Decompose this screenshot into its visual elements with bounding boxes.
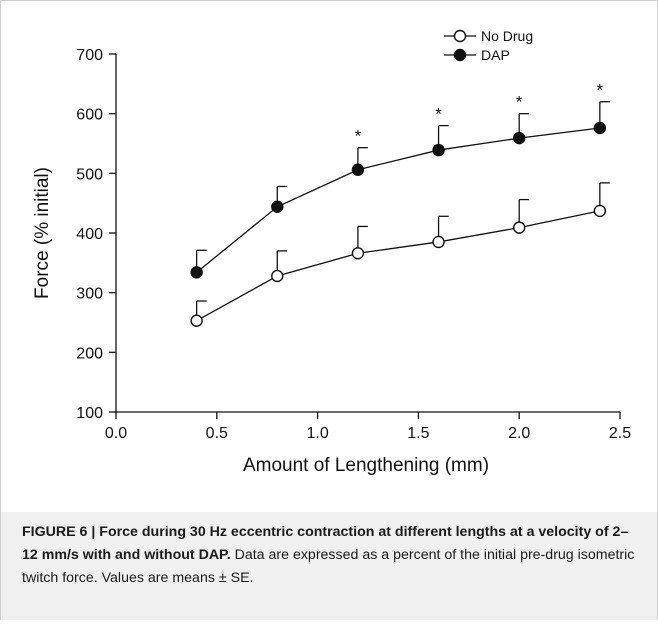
- y-axis-title: Force (% initial): [32, 167, 53, 299]
- x-tick-label: 1.0: [306, 425, 328, 442]
- significance-star: *: [516, 93, 523, 112]
- significance-star: *: [597, 81, 604, 100]
- significance-star: *: [435, 105, 442, 124]
- y-tick-label: 100: [76, 405, 103, 422]
- x-tick-label: 2.5: [609, 425, 631, 442]
- y-tick-label: 300: [76, 286, 103, 303]
- data-point-no-drug: [513, 221, 526, 234]
- y-tick-label: 400: [76, 226, 103, 243]
- data-point-no-drug: [351, 247, 365, 260]
- figure-caption: FIGURE 6 | Force during 30 Hz eccentric …: [22, 521, 642, 590]
- data-point-no-drug: [593, 204, 607, 218]
- legend-marker-no-drug: [453, 29, 467, 43]
- legend-label: DAP: [481, 47, 510, 63]
- series-line-no-drug: [196, 210, 600, 322]
- data-point-dap: [513, 131, 526, 145]
- y-tick-label: 700: [76, 47, 103, 64]
- chart-marks: * * * *: [190, 81, 610, 327]
- legend-label: No Drug: [481, 28, 533, 44]
- x-tick-label: 2.0: [508, 425, 530, 442]
- data-point-no-drug: [271, 269, 284, 283]
- data-point-dap: [190, 266, 203, 279]
- caption-title: FIGURE 6 | Force during 30 Hz eccentric …: [22, 524, 629, 563]
- y-tick-label: 200: [76, 345, 103, 362]
- data-point-no-drug: [190, 314, 203, 327]
- y-tick-label: 500: [76, 166, 103, 183]
- chart-svg: 0.0 0.5 1.0 1.5 2.0 2.5 100 200 300 400 500 600 700 A…: [32, 28, 631, 476]
- x-axis-title: Amount of Lengthening (mm): [243, 455, 489, 476]
- series-line-dap: [196, 127, 600, 273]
- data-point-dap: [432, 143, 445, 157]
- x-tick-label: 1.5: [407, 425, 429, 442]
- caption-body: Data are expressed as a percent of the i…: [22, 547, 635, 586]
- axes: 0.0 0.5 1.0 1.5 2.0 2.5 100 200 300 400 500 600 700 A…: [32, 47, 631, 476]
- y-tick-label: 600: [76, 107, 103, 124]
- data-point-no-drug: [432, 235, 445, 249]
- caption-box: [1, 512, 657, 620]
- data-point-dap: [593, 121, 607, 135]
- legend: No Drug DAP: [444, 28, 533, 63]
- significance-star: *: [355, 127, 362, 146]
- data-point-dap: [271, 200, 284, 213]
- data-point-dap: [351, 163, 365, 176]
- x-tick-label: 0.0: [105, 425, 127, 442]
- legend-marker-dap: [453, 48, 467, 62]
- x-tick-label: 0.5: [206, 425, 228, 442]
